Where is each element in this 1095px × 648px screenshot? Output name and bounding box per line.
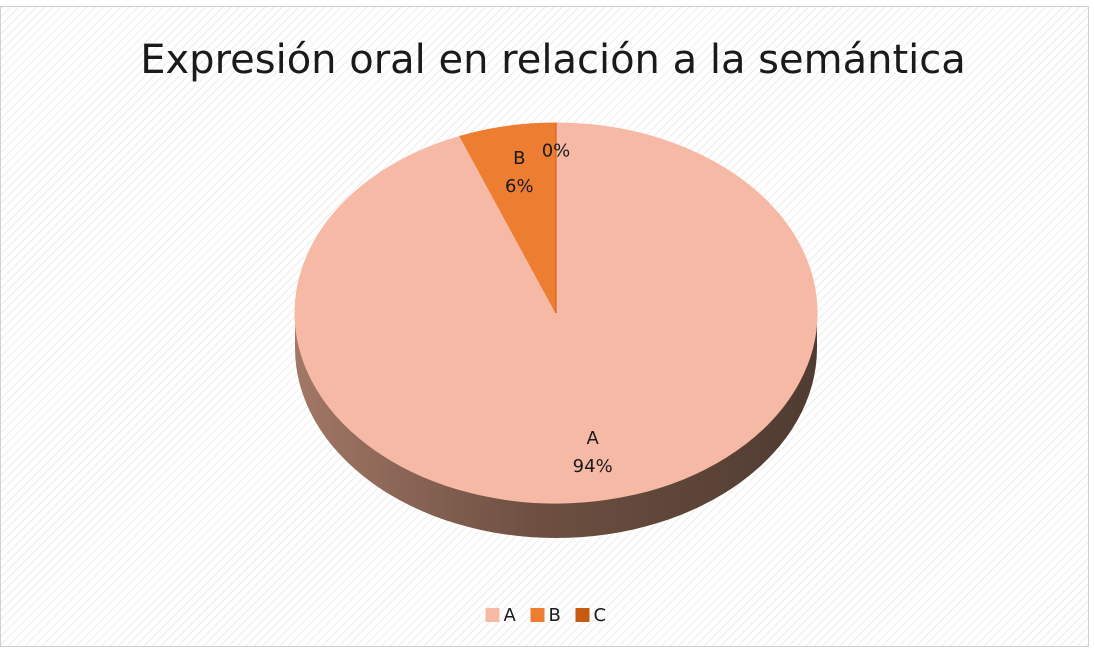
data-label-name: A: [587, 428, 600, 449]
data-label: 0%: [542, 141, 571, 162]
legend-swatch: [575, 608, 590, 622]
legend-label: B: [549, 605, 561, 626]
legend-swatch: [530, 608, 545, 622]
legend-label: C: [594, 605, 607, 626]
data-label: 6%: [505, 176, 534, 197]
legend-swatch: [485, 608, 500, 622]
legend-label: A: [504, 605, 517, 626]
data-label: 94%: [573, 456, 613, 477]
chart-title: Expresión oral en relación a la semántic…: [140, 37, 966, 83]
data-label-name: B: [513, 148, 525, 169]
